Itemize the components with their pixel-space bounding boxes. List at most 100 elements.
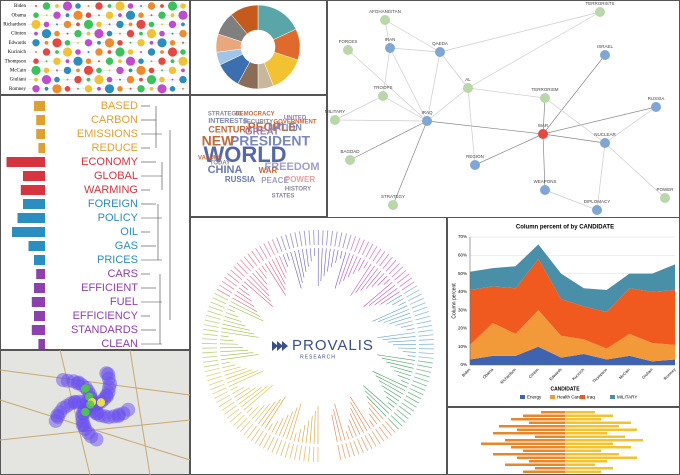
dendro-leaf-text — [409, 297, 424, 305]
word-bar — [23, 199, 45, 209]
dendro-branch — [275, 417, 284, 435]
word-label: FUEL — [110, 296, 138, 308]
dendro-branch — [241, 284, 248, 290]
legend-swatch — [610, 395, 615, 399]
word-bar — [34, 255, 45, 265]
network-edge — [467, 11, 601, 89]
cloud-word: INTERESTS — [208, 118, 248, 125]
butterfly-right — [565, 453, 619, 456]
butterfly-left — [529, 460, 565, 463]
bubble — [77, 87, 79, 90]
dendro-leaf-text — [202, 338, 218, 341]
dendro-leaf-text — [394, 270, 407, 281]
butterfly-left — [511, 418, 565, 421]
dendro-branch — [249, 406, 259, 417]
dendro-branch — [363, 261, 369, 269]
bubble — [65, 13, 70, 18]
bubble — [129, 87, 132, 90]
bubble — [53, 11, 61, 19]
network-node — [463, 83, 473, 93]
dendro-branch — [383, 312, 411, 323]
butterfly-left — [493, 453, 565, 456]
bubble — [75, 3, 81, 9]
dendro-leaf-text — [233, 266, 245, 277]
bubble — [115, 47, 125, 57]
cloud-word: DEMOCRACY — [235, 112, 274, 118]
dendro-branch — [327, 248, 331, 272]
y-tick-label: 10% — [458, 344, 467, 349]
dendro-leaf-text — [208, 305, 224, 312]
dendro-leaf-text — [401, 402, 415, 412]
row-label: Kucinich — [8, 50, 27, 55]
dendro-branch — [377, 354, 415, 361]
node-label: WEAPONS — [533, 179, 556, 184]
network-node — [388, 200, 398, 210]
dendro-leaf-text — [289, 443, 294, 459]
dendro-leaf-text — [399, 277, 413, 287]
butterfly-left — [541, 411, 565, 414]
network-edge — [426, 51, 441, 122]
dendro-leaf-text — [239, 420, 251, 433]
area-series — [470, 244, 675, 312]
dendro-leaf-text — [396, 409, 409, 420]
dendro-branch — [225, 369, 253, 380]
dendro-branch — [222, 323, 250, 331]
dendro-branch — [238, 387, 262, 405]
word-label: CLEAN — [101, 338, 138, 350]
bubble — [160, 50, 164, 54]
dendro-leaf-text — [416, 368, 432, 373]
dendro-leaf-text — [384, 421, 396, 433]
bubble — [53, 57, 61, 65]
dendro-leaf-text — [411, 384, 426, 391]
dendro-branch — [278, 414, 289, 437]
bubble — [64, 40, 71, 46]
dendro-branch — [335, 250, 339, 263]
butterfly-left — [505, 439, 565, 442]
dendro-branch — [309, 415, 313, 444]
dendro-leaf-text — [418, 356, 434, 359]
butterfly-left — [493, 432, 565, 435]
dendro-branch — [363, 281, 393, 308]
dendro-branch — [230, 301, 261, 317]
network-node — [345, 155, 355, 165]
dendro-leaf-text — [205, 371, 221, 377]
dendro-branch — [252, 405, 265, 419]
butterfly-left — [505, 463, 565, 466]
bubble — [43, 67, 50, 74]
dendro-leaf-text — [258, 432, 268, 447]
dendro-branch — [323, 248, 327, 277]
dendro-branch — [258, 267, 267, 279]
word-bar — [38, 339, 45, 349]
butterfly-left — [535, 435, 565, 438]
dendro-leaf-text — [214, 292, 229, 301]
network-edge — [439, 51, 469, 89]
bubble — [182, 41, 184, 44]
dendro-branch — [232, 297, 258, 312]
dendro-branch — [362, 385, 392, 411]
bubble — [41, 75, 52, 85]
bubble — [107, 50, 112, 54]
dendro-leaf-text — [358, 239, 365, 254]
bubble — [96, 67, 102, 74]
dendro-leaf-text — [224, 405, 237, 415]
heat-core — [96, 398, 105, 407]
butterfly-right — [565, 442, 613, 445]
dendro-leaf-text — [203, 328, 219, 332]
dendro-branch — [334, 403, 346, 441]
node-label: TERRORISTS — [585, 1, 614, 6]
network-edge — [604, 106, 657, 144]
cloud-word: UNITED — [284, 116, 307, 122]
cloud-word: PEOPLE — [248, 120, 297, 134]
heat-blob — [84, 429, 99, 444]
heat-blob — [101, 367, 116, 382]
dendro-leaf-text — [398, 405, 412, 416]
dendro-leaf-text — [371, 431, 381, 445]
bubble — [54, 30, 60, 37]
node-label: WAR — [538, 123, 549, 128]
legend-label: Energy — [527, 395, 542, 400]
dendro-branch — [377, 332, 416, 339]
network-edge — [544, 189, 598, 211]
dendro-leaf-text — [409, 388, 424, 396]
dendro-branch — [378, 380, 404, 395]
dendro-leaf-text — [207, 310, 222, 316]
